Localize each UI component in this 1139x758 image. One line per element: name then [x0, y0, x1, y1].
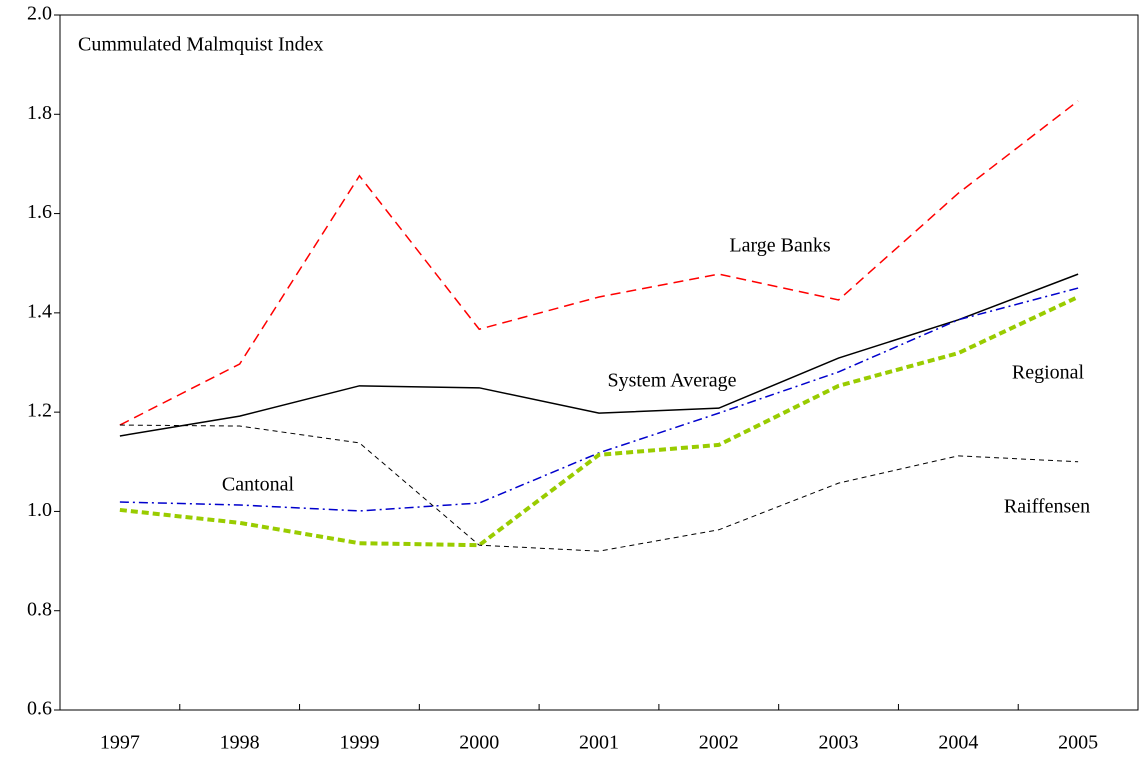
x-tick-label: 1997 — [100, 732, 140, 754]
x-tick-label: 2003 — [819, 732, 859, 754]
x-tick-label: 1998 — [220, 732, 260, 754]
x-tick-label: 2002 — [699, 732, 739, 754]
series-line — [119, 273, 1079, 437]
series-line — [119, 295, 1079, 548]
series-line — [119, 100, 1079, 426]
y-tick-label: 1.4 — [27, 300, 52, 322]
y-tick-label: 0.6 — [27, 698, 52, 720]
x-tick-label: 2000 — [459, 732, 499, 754]
series-label: Cantonal — [222, 474, 295, 496]
x-tick-label: 2004 — [938, 732, 978, 754]
y-tick-label: 1.0 — [27, 499, 52, 521]
x-tick-label: 2001 — [579, 732, 619, 754]
y-tick-label: 1.6 — [27, 201, 52, 223]
y-tick-label: 2.0 — [27, 3, 52, 25]
y-tick-label: 1.8 — [27, 102, 52, 124]
series-label: Regional — [1012, 362, 1085, 384]
series-line — [119, 424, 1079, 552]
series-label: Large Banks — [729, 235, 830, 257]
series-label: Raiffensen — [1004, 496, 1090, 518]
series-label: System Average — [607, 370, 736, 392]
x-tick-label: 2005 — [1058, 732, 1098, 754]
y-tick-label: 0.8 — [27, 598, 52, 620]
plot-area — [59, 14, 1139, 711]
x-tick-label: 1999 — [339, 732, 379, 754]
y-tick-label: 1.2 — [27, 400, 52, 422]
chart-title: Cummulated Malmquist Index — [78, 34, 324, 56]
